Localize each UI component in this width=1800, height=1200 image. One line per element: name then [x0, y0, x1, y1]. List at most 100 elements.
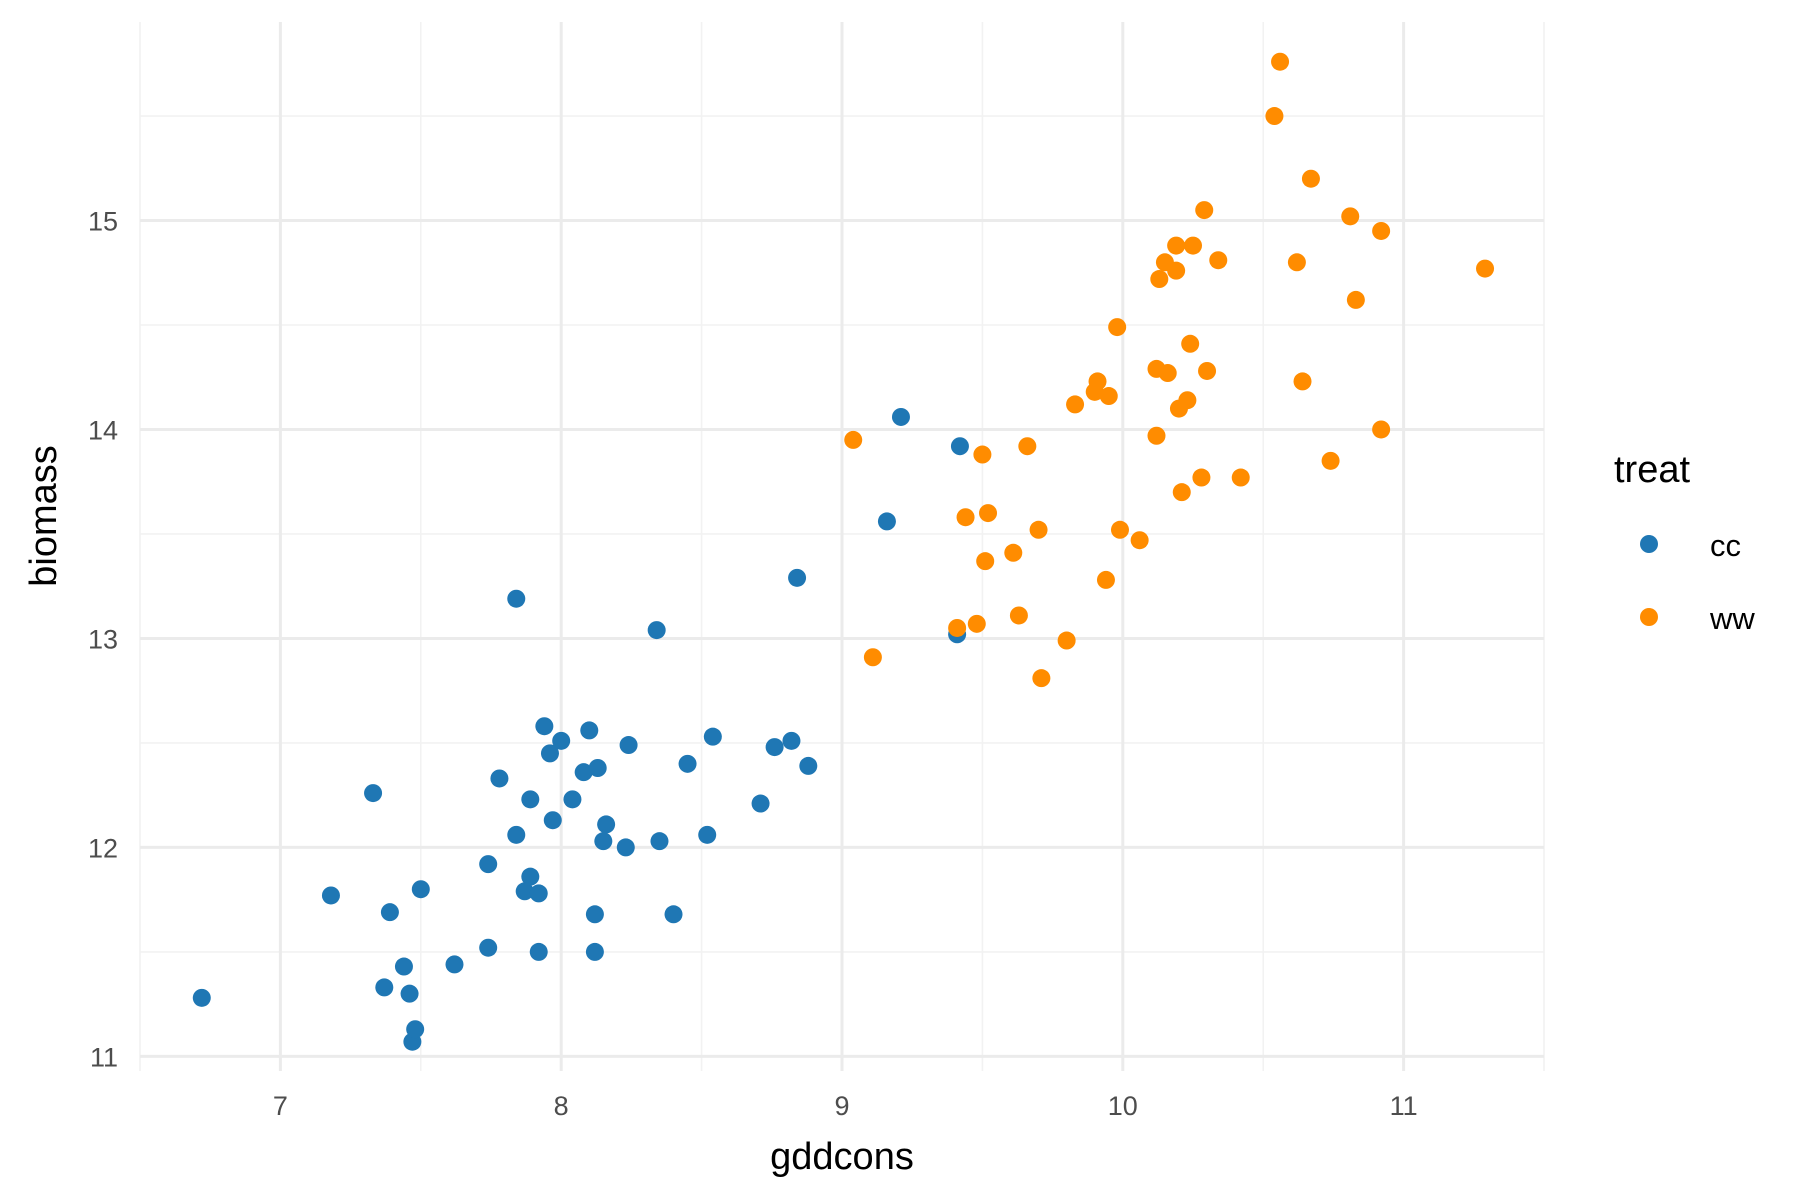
data-point-cc [543, 811, 562, 830]
data-point-ww [973, 445, 992, 464]
data-point-ww [1178, 391, 1197, 410]
data-point-cc [616, 838, 635, 857]
y-tick-label: 13 [88, 624, 118, 654]
data-point-cc [521, 790, 540, 809]
data-point-ww [1018, 437, 1037, 456]
data-point-cc [515, 882, 534, 901]
data-point-cc [535, 717, 554, 736]
data-point-ww [956, 508, 975, 527]
data-point-cc [411, 880, 430, 899]
y-axis-title: biomass [23, 445, 65, 587]
data-point-cc [788, 568, 807, 587]
data-point-cc [782, 731, 801, 750]
data-point-cc [765, 738, 784, 757]
data-point-ww [1004, 543, 1023, 562]
data-point-ww [1301, 169, 1320, 188]
data-point-ww [1184, 236, 1202, 255]
data-point-ww [1009, 606, 1028, 625]
data-point-ww [1372, 420, 1391, 439]
data-point-ww [1108, 318, 1127, 337]
data-point-ww [1167, 236, 1186, 255]
data-point-cc [375, 978, 394, 997]
data-point-cc [580, 721, 599, 740]
data-point-ww [1192, 468, 1211, 487]
data-point-cc [507, 589, 526, 608]
data-point-cc [380, 903, 399, 922]
x-tick-label: 9 [834, 1091, 849, 1121]
data-point-cc [364, 784, 383, 803]
data-point-cc [394, 957, 413, 976]
data-point-ww [1293, 372, 1312, 391]
x-axis-title: gddcons [770, 1136, 914, 1178]
data-point-ww [967, 614, 986, 633]
data-point-ww [979, 504, 998, 523]
data-point-cc [799, 756, 818, 775]
data-point-ww [948, 618, 967, 637]
data-point-ww [1209, 251, 1228, 270]
x-axis-tick-labels: 7 8 9 10 11 [273, 1091, 1418, 1121]
data-point-cc [891, 407, 910, 426]
y-tick-label: 11 [90, 1042, 118, 1072]
y-tick-label: 15 [88, 207, 118, 237]
data-point-cc [563, 790, 582, 809]
data-point-cc [192, 988, 211, 1007]
data-point-ww [1096, 570, 1115, 589]
data-point-ww [1110, 520, 1129, 539]
data-point-ww [1057, 631, 1076, 650]
data-point-ww [1066, 395, 1085, 414]
data-point-ww [1265, 107, 1284, 126]
data-point-ww [1372, 221, 1391, 240]
data-point-cc [479, 938, 498, 957]
data-point-cc [950, 437, 969, 456]
data-point-cc [540, 744, 559, 763]
data-point-cc [703, 727, 722, 746]
data-point-ww [1341, 207, 1360, 226]
data-point-ww [1231, 468, 1250, 487]
data-point-ww [1181, 334, 1200, 353]
data-point-cc [529, 884, 548, 903]
data-point-ww [1099, 387, 1118, 406]
y-axis-tick-labels: 11 12 13 14 15 [88, 207, 118, 1073]
data-point-ww [1287, 253, 1306, 272]
data-point-cc [552, 731, 571, 750]
data-point-ww [1198, 361, 1217, 380]
data-point-cc [877, 512, 896, 531]
data-point-cc [597, 815, 616, 834]
data-point-cc [698, 825, 717, 844]
data-point-cc [647, 621, 666, 640]
data-point-cc [619, 736, 638, 755]
legend-key-cc [1640, 535, 1658, 553]
data-point-ww [1321, 451, 1340, 470]
legend-title: treat [1614, 449, 1690, 491]
data-point-cc [400, 984, 419, 1003]
y-tick-label: 14 [88, 415, 118, 445]
data-point-cc [588, 759, 607, 778]
data-point-ww [1271, 52, 1290, 71]
data-point-ww [1195, 201, 1214, 220]
data-point-cc [678, 754, 697, 773]
y-tick-label: 12 [88, 833, 118, 863]
data-point-cc [507, 825, 526, 844]
data-point-cc [650, 832, 669, 851]
data-point-cc [585, 942, 604, 961]
data-point-cc [521, 867, 540, 886]
x-tick-label: 10 [1108, 1091, 1138, 1121]
data-point-ww [1130, 531, 1149, 550]
data-point-ww [1167, 261, 1186, 280]
data-point-cc [574, 763, 593, 782]
data-point-cc [445, 955, 464, 974]
legend: treat cc ww [1614, 449, 1755, 636]
data-point-cc [664, 905, 683, 924]
data-point-ww [1158, 364, 1177, 383]
data-point-ww [1032, 669, 1051, 688]
data-point-cc [406, 1020, 425, 1039]
data-point-ww [1088, 372, 1107, 391]
data-point-cc [321, 886, 340, 905]
data-point-ww [844, 430, 863, 449]
data-point-cc [490, 769, 509, 788]
data-point-cc [594, 832, 613, 851]
data-point-ww [1029, 520, 1048, 539]
legend-label-cc: cc [1710, 528, 1741, 563]
data-point-ww [1476, 259, 1495, 278]
